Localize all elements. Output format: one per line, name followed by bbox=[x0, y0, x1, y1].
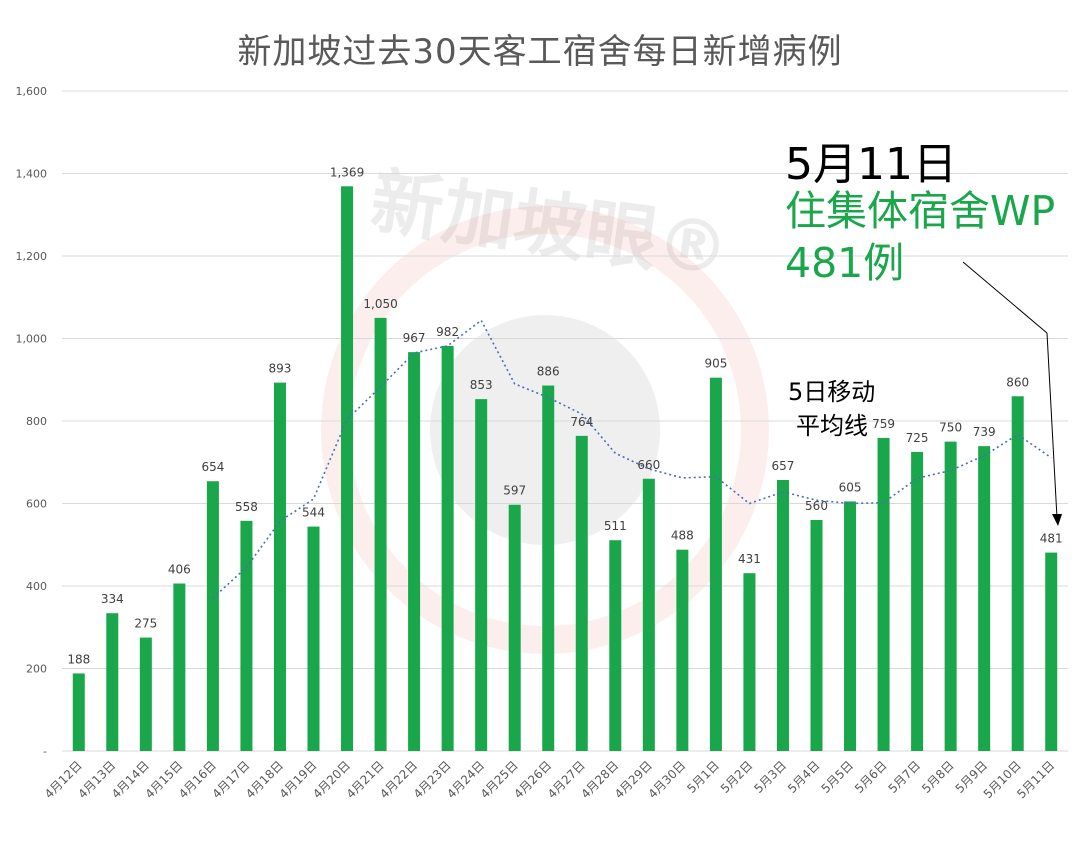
y-tick-label: 600 bbox=[26, 498, 47, 511]
annotation-count: 481例 bbox=[785, 239, 905, 287]
data-label: 605 bbox=[839, 480, 862, 494]
bar bbox=[776, 479, 789, 751]
data-label: 725 bbox=[906, 431, 929, 445]
y-tick-label: 1,400 bbox=[16, 168, 48, 181]
bar bbox=[173, 583, 186, 751]
bar bbox=[542, 385, 555, 751]
y-tick-label: - bbox=[43, 745, 47, 758]
y-tick-label: 1,000 bbox=[16, 333, 48, 346]
bar bbox=[441, 345, 454, 751]
annotation-arrow bbox=[962, 261, 1062, 526]
bar bbox=[341, 186, 354, 752]
x-tick-label: 5月2日 bbox=[718, 758, 756, 796]
x-tick-label: 5月6日 bbox=[852, 758, 890, 796]
data-label: 431 bbox=[738, 552, 761, 566]
data-label: 481 bbox=[1040, 532, 1063, 546]
data-label: 764 bbox=[570, 415, 593, 429]
data-label: 657 bbox=[772, 459, 795, 473]
chart-title: 新加坡过去30天客工宿舍每日新增病例 bbox=[237, 32, 843, 72]
data-label: 860 bbox=[1006, 375, 1029, 389]
bar bbox=[978, 446, 991, 751]
x-tick-label: 5月8日 bbox=[919, 758, 957, 796]
data-label: 660 bbox=[637, 458, 660, 472]
bar bbox=[676, 549, 689, 751]
x-tick-label: 5月11日 bbox=[1014, 758, 1057, 801]
data-label: 905 bbox=[704, 357, 727, 371]
data-label: 982 bbox=[436, 325, 459, 339]
bar bbox=[475, 399, 488, 751]
bar bbox=[743, 573, 756, 751]
data-label: 893 bbox=[269, 362, 292, 376]
data-label: 853 bbox=[470, 378, 493, 392]
bar bbox=[877, 437, 890, 751]
data-label: 886 bbox=[537, 365, 560, 379]
bar bbox=[72, 673, 85, 751]
y-tick-label: 1,200 bbox=[16, 250, 48, 263]
data-label: 1,369 bbox=[330, 165, 364, 179]
bar bbox=[844, 501, 857, 751]
annotation-description: 住集体宿舍WP bbox=[785, 187, 1056, 235]
bar bbox=[642, 478, 655, 751]
data-label: 739 bbox=[973, 425, 996, 439]
bar bbox=[240, 520, 253, 751]
y-tick-label: 400 bbox=[26, 580, 47, 593]
data-label: 511 bbox=[604, 519, 627, 533]
data-label: 275 bbox=[134, 617, 157, 631]
bar bbox=[273, 382, 286, 751]
bar bbox=[206, 481, 219, 751]
data-label: 488 bbox=[671, 529, 694, 543]
x-tick-label: 4月30日 bbox=[645, 758, 688, 801]
bar bbox=[575, 435, 588, 751]
bar bbox=[1045, 552, 1058, 751]
x-tick-label: 5月5日 bbox=[818, 758, 856, 796]
data-label: 188 bbox=[67, 652, 90, 666]
data-label: 544 bbox=[302, 506, 325, 520]
bar bbox=[508, 504, 521, 751]
data-label: 597 bbox=[503, 484, 526, 498]
data-label: 406 bbox=[168, 563, 191, 577]
bar bbox=[911, 451, 924, 751]
data-label: 759 bbox=[872, 417, 895, 431]
bar bbox=[944, 441, 957, 751]
moving-average-line bbox=[212, 319, 1052, 599]
x-tick-label: 5月4日 bbox=[785, 758, 823, 796]
bar bbox=[408, 352, 421, 751]
x-tick-label: 5月3日 bbox=[751, 758, 789, 796]
bar bbox=[374, 317, 387, 751]
data-label: 967 bbox=[403, 331, 426, 345]
data-label: 334 bbox=[101, 592, 124, 606]
bar bbox=[709, 377, 722, 751]
bar bbox=[810, 520, 823, 751]
bar bbox=[139, 637, 152, 751]
y-tick-label: 200 bbox=[26, 663, 47, 676]
data-label: 1,050 bbox=[363, 297, 397, 311]
bar bbox=[106, 613, 119, 751]
data-label: 558 bbox=[235, 500, 258, 514]
y-tick-label: 1,600 bbox=[16, 85, 48, 98]
y-tick-label: 800 bbox=[26, 415, 47, 428]
data-label: 560 bbox=[805, 499, 828, 513]
annotation-date: 5月11日 bbox=[785, 139, 957, 190]
data-label: 654 bbox=[201, 460, 224, 474]
x-tick-label: 5月7日 bbox=[886, 758, 924, 796]
moving-average-label: 平均线 bbox=[796, 412, 868, 440]
bar bbox=[307, 526, 320, 751]
moving-average-label: 5日移动 bbox=[788, 378, 876, 406]
x-tick-label: 5月1日 bbox=[684, 758, 722, 796]
data-label: 750 bbox=[939, 421, 962, 435]
bar bbox=[609, 540, 622, 751]
bar bbox=[1011, 396, 1024, 751]
